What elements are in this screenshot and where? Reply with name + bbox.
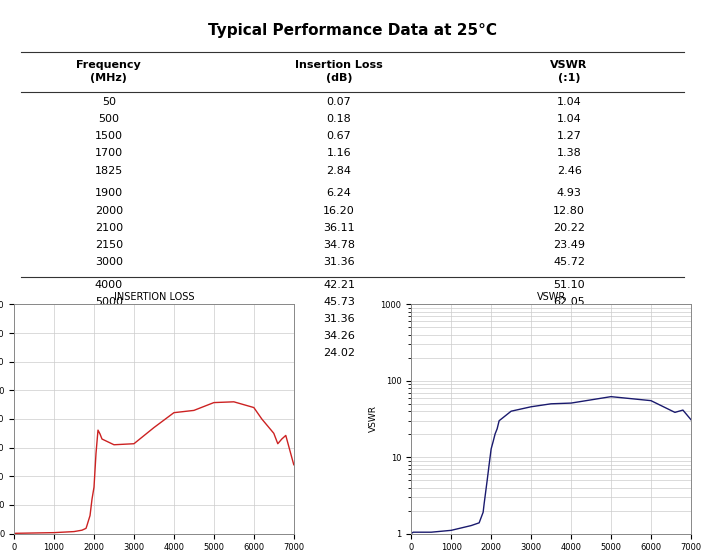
Text: 62.05: 62.05 [553, 297, 585, 307]
Text: 24.02: 24.02 [323, 348, 355, 359]
Text: 2100: 2100 [94, 223, 123, 233]
Text: 500: 500 [99, 114, 119, 124]
Text: 1.38: 1.38 [557, 148, 582, 158]
Text: Frequency
(MHz): Frequency (MHz) [76, 60, 141, 84]
Text: 1500: 1500 [95, 131, 123, 141]
Text: 2.84: 2.84 [326, 166, 352, 175]
Text: 1.16: 1.16 [326, 148, 351, 158]
Text: 42.21: 42.21 [323, 280, 355, 290]
Title: INSERTION LOSS: INSERTION LOSS [114, 292, 194, 302]
Text: 1.04: 1.04 [557, 114, 582, 124]
Text: VSWR
(:1): VSWR (:1) [551, 60, 588, 84]
Text: 5000: 5000 [95, 297, 123, 307]
Text: 34.78: 34.78 [323, 240, 355, 250]
Text: 2.46: 2.46 [557, 166, 582, 175]
Text: 2150: 2150 [94, 240, 123, 250]
Text: 4000: 4000 [94, 280, 123, 290]
Text: 31.36: 31.36 [323, 257, 355, 267]
Text: 20.22: 20.22 [553, 223, 585, 233]
Text: 45.72: 45.72 [553, 257, 585, 267]
Text: 6.24: 6.24 [326, 189, 351, 199]
Text: 34.26: 34.26 [323, 331, 355, 341]
Text: 1.04: 1.04 [557, 97, 582, 107]
Text: 1.27: 1.27 [557, 131, 582, 141]
Y-axis label: VSWR: VSWR [369, 405, 378, 432]
Text: 0.07: 0.07 [326, 97, 351, 107]
Text: 6800: 6800 [94, 331, 123, 341]
Text: 50: 50 [102, 97, 116, 107]
Text: Insertion Loss
(dB): Insertion Loss (dB) [295, 60, 383, 84]
Text: 1700: 1700 [94, 148, 123, 158]
Text: Typical Performance Data at 25°C: Typical Performance Data at 25°C [208, 23, 497, 38]
Title: VSWR: VSWR [537, 292, 565, 302]
Text: 38.61: 38.61 [553, 314, 585, 324]
Text: 0.18: 0.18 [326, 114, 351, 124]
Text: 6600: 6600 [95, 314, 123, 324]
Text: 23.49: 23.49 [553, 240, 585, 250]
Text: 3000: 3000 [95, 257, 123, 267]
Text: 0.67: 0.67 [326, 131, 351, 141]
Text: 51.10: 51.10 [553, 280, 585, 290]
Text: 7000: 7000 [94, 348, 123, 359]
Text: 1825: 1825 [94, 166, 123, 175]
Text: 31.03: 31.03 [553, 348, 585, 359]
Text: 4.93: 4.93 [557, 189, 582, 199]
Text: 36.11: 36.11 [323, 223, 355, 233]
Text: 16.20: 16.20 [323, 206, 355, 216]
Text: 41.37: 41.37 [553, 331, 585, 341]
Text: 12.80: 12.80 [553, 206, 585, 216]
Text: 45.73: 45.73 [323, 297, 355, 307]
Text: 2000: 2000 [94, 206, 123, 216]
Text: 1900: 1900 [94, 189, 123, 199]
Text: 31.36: 31.36 [323, 314, 355, 324]
